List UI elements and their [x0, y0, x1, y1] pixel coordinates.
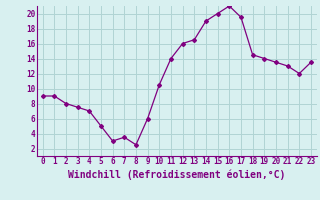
X-axis label: Windchill (Refroidissement éolien,°C): Windchill (Refroidissement éolien,°C) — [68, 169, 285, 180]
